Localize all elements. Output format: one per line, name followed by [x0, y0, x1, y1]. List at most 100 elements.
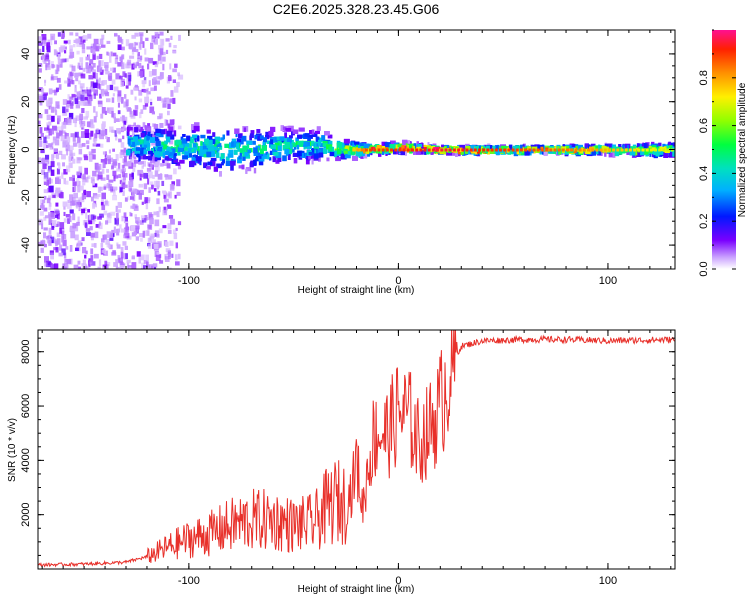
spectrogram-noise-cell [148, 57, 154, 64]
spectrogram-noise-cell [105, 71, 110, 75]
spectrogram-noise-cell [107, 213, 112, 219]
spectrogram-noise-cell [111, 165, 114, 170]
spectrogram-line-cell [587, 148, 590, 152]
spectrogram-band-cell [355, 150, 358, 157]
spectrogram-band-cell [508, 144, 513, 150]
spectrogram-band-cell [261, 145, 267, 151]
spectrogram-band-cell [171, 148, 176, 154]
spectrogram-noise-cell [48, 177, 52, 185]
spectrogram-noise-cell [101, 89, 105, 97]
spectrogram-noise-cell [115, 205, 118, 213]
spectrogram-noise-cell [120, 183, 124, 190]
spectrogram-noise-cell [164, 256, 170, 262]
spectrogram-band-cell [306, 145, 312, 149]
spectrogram-band-cell [213, 166, 218, 172]
snr-y-axis-label: SNR (10 * v/v) [7, 418, 18, 482]
spectrogram-band-cell [419, 150, 424, 155]
spectrogram-noise-cell [123, 229, 129, 235]
spectrogram-noise-cell [77, 260, 81, 265]
colorbar-tick-label: 0.0 [698, 261, 710, 276]
spectrogram-noise-cell [125, 99, 129, 107]
spectrogram-noise-cell [52, 136, 56, 144]
spectrogram-line-cell [427, 148, 431, 152]
spectrogram-line-cell [536, 148, 540, 152]
spectrogram-noise-cell [69, 32, 74, 36]
spectrogram-band-cell [510, 149, 513, 155]
spectrogram-noise-cell [128, 78, 131, 86]
spectrogram-line-cell [549, 148, 553, 152]
spectrogram-noise-cell [38, 95, 44, 101]
spectrogram-noise-cell [117, 228, 121, 233]
spectrogram-noise-cell [111, 97, 115, 103]
spectrogram-noise-cell [63, 211, 66, 216]
spectrogram-line-cell [599, 148, 603, 152]
spectrogram-noise-cell [50, 263, 53, 269]
spectrogram-noise-cell [80, 91, 85, 98]
spectrogram-band-cell [315, 136, 319, 142]
spectrogram-noise-cell [76, 178, 80, 185]
spectrogram-band-cell [188, 143, 192, 148]
spectrogram-band-cell [672, 150, 675, 157]
spectrogram-band-cell [451, 151, 457, 156]
spectrogram-noise-cell [39, 136, 42, 141]
spectrogram-noise-cell [162, 63, 165, 71]
spectrogram-noise-cell [140, 33, 143, 39]
spectrogram-band-cell [357, 151, 361, 157]
spectrogram-noise-cell [52, 125, 57, 131]
spectrogram-noise-cell [127, 59, 132, 66]
spectrogram-band-cell [194, 145, 198, 151]
spectrogram-band-cell [214, 136, 220, 142]
spectrogram-noise-cell [148, 71, 153, 77]
spectrogram-noise-cell [118, 138, 122, 143]
spectrogram-noise-cell [98, 46, 101, 50]
spectrogram-band-cell [165, 146, 171, 151]
spectrogram-noise-cell [139, 173, 144, 178]
spectrogram-noise-cell [122, 164, 126, 168]
spectrogram-line-cell [666, 148, 670, 152]
spectrogram-noise-cell [72, 223, 77, 229]
spectrogram-band-cell [241, 135, 247, 142]
spectrogram-noise-cell [47, 169, 51, 173]
spectrogram-noise-cell [42, 199, 46, 203]
spectrogram-band-cell [253, 147, 258, 154]
spectrogram-y-tick-label: 0 [20, 146, 32, 152]
spectrogram-line-cell [465, 148, 469, 152]
spectrogram-noise-cell [53, 148, 58, 153]
spectrogram-line-cell [645, 148, 649, 152]
spectrogram-band-cell [564, 149, 569, 155]
spectrogram-noise-cell [93, 253, 99, 259]
spectrogram-line-cell [532, 148, 536, 152]
spectrogram-band-cell [307, 137, 311, 142]
spectrogram-noise-cell [101, 168, 105, 174]
spectrogram-noise-cell [127, 265, 132, 269]
spectrogram-noise-cell [139, 233, 144, 238]
spectrogram-noise-cell [82, 192, 86, 200]
spectrogram-noise-cell [69, 209, 74, 214]
spectrogram-band-cell [173, 153, 177, 156]
spectrogram-noise-cell [96, 174, 99, 181]
spectrogram-noise-cell [151, 111, 155, 115]
spectrogram-line-cell [557, 148, 561, 152]
spectrogram-noise-cell [152, 159, 158, 164]
spectrogram-noise-cell [46, 235, 50, 240]
spectrogram-noise-cell [117, 209, 121, 213]
spectrogram-band-cell [591, 150, 596, 156]
spectrogram-noise-cell [43, 189, 49, 194]
spectrogram-noise-cell [76, 171, 81, 176]
spectrogram-noise-cell [101, 107, 106, 114]
spectrogram-noise-cell [90, 232, 95, 238]
spectrogram-band-cell [149, 133, 153, 139]
spectrogram-noise-cell [165, 49, 169, 54]
spectrogram-band-cell [254, 134, 260, 140]
spectrogram-noise-cell [153, 211, 159, 216]
spectrogram-line-cell [402, 148, 406, 152]
spectrogram-noise-cell [68, 55, 73, 59]
spectrogram-noise-cell [154, 170, 159, 177]
spectrogram-band-cell [126, 149, 131, 156]
spectrogram-band-cell [203, 149, 208, 155]
spectrogram-noise-cell [75, 199, 81, 207]
spectrogram-x-tick-label: 0 [395, 275, 401, 287]
spectrogram-band-cell [363, 148, 366, 154]
spectrogram-noise-cell [124, 156, 127, 163]
spectrogram-band-cell [630, 146, 636, 151]
